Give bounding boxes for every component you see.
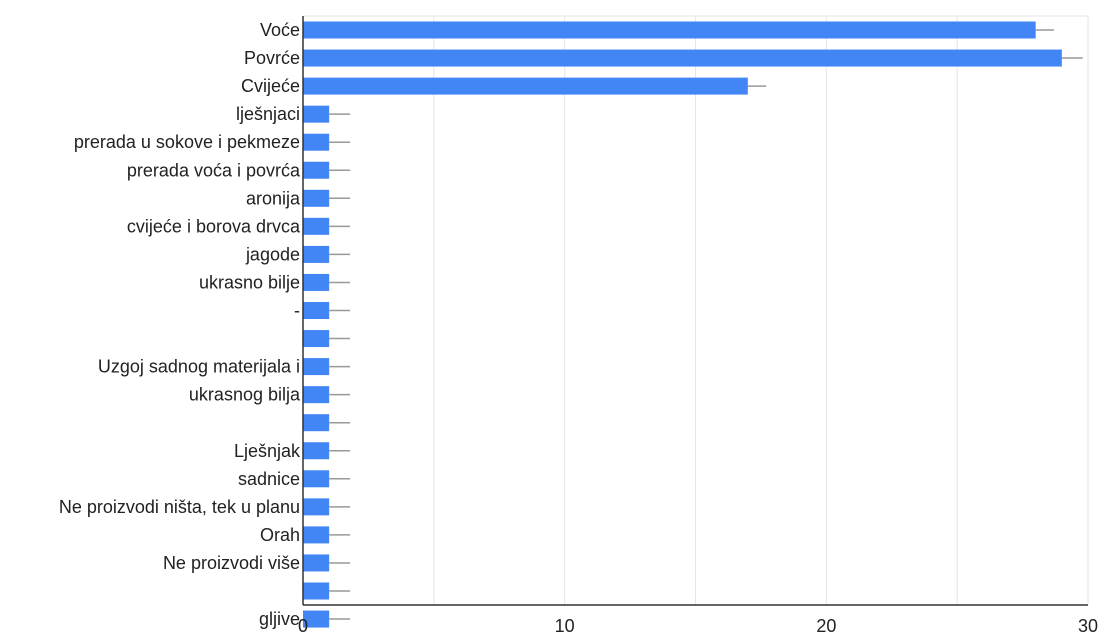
category-label: prerada u sokove i pekmeze: [74, 132, 300, 152]
category-label: cvijeće i borova drvca: [127, 216, 301, 236]
bar: [303, 302, 330, 319]
x-tick-label: 20: [816, 616, 836, 636]
category-label: -: [294, 301, 300, 321]
category-label: jagode: [245, 244, 300, 264]
bar: [303, 470, 330, 488]
category-label: Ne proizvodi više: [163, 553, 300, 573]
category-label: ukrasno bilje: [199, 272, 300, 292]
x-tick-label: 10: [555, 616, 575, 636]
bar: [303, 217, 330, 235]
category-label: aronija: [246, 188, 301, 208]
category-label: Cvijeće: [241, 76, 300, 96]
category-label: ukrasnog bilja: [189, 385, 301, 405]
category-labels: Voće Povrće Cvijeće lješnjaci prerada u soko…: [59, 20, 301, 629]
bar: [303, 21, 1036, 39]
bar: [303, 330, 330, 348]
x-tick-label: 30: [1078, 616, 1098, 636]
bar: [303, 133, 330, 151]
category-label: Ne proizvodi ništa, tek u planu: [59, 497, 300, 517]
bar: [303, 358, 330, 376]
category-label: Povrće: [244, 48, 300, 68]
bar: [303, 77, 748, 95]
category-label: lješnjaci: [236, 104, 300, 124]
category-label: Orah: [260, 525, 300, 545]
category-label: gljive: [259, 609, 300, 629]
bar: [303, 245, 330, 263]
x-tick-label: 0: [298, 616, 308, 636]
bar: [303, 442, 330, 460]
bar: [303, 189, 330, 207]
bars: [303, 21, 1062, 628]
bar: [303, 554, 330, 572]
category-label: sadnice: [238, 469, 300, 489]
grid-lines: [303, 15, 1089, 605]
category-label: Uzgoj sadnog materijala i: [98, 357, 300, 377]
bar: [303, 161, 330, 179]
bar: [303, 414, 330, 432]
bar: [303, 273, 330, 291]
bar: [303, 49, 1062, 67]
axes: [302, 16, 1088, 606]
bar: [303, 105, 330, 123]
category-label: Lješnjak: [234, 441, 301, 461]
bar: [303, 582, 330, 600]
bar: [303, 498, 330, 516]
bar: [303, 526, 330, 544]
error-bars: [329, 29, 1083, 620]
category-label: Voće: [260, 20, 300, 40]
category-label: prerada voća i povrća: [127, 160, 301, 180]
bar: [303, 386, 330, 404]
bar: [303, 610, 330, 628]
x-tick-labels: 0 10 20 30: [298, 616, 1098, 636]
